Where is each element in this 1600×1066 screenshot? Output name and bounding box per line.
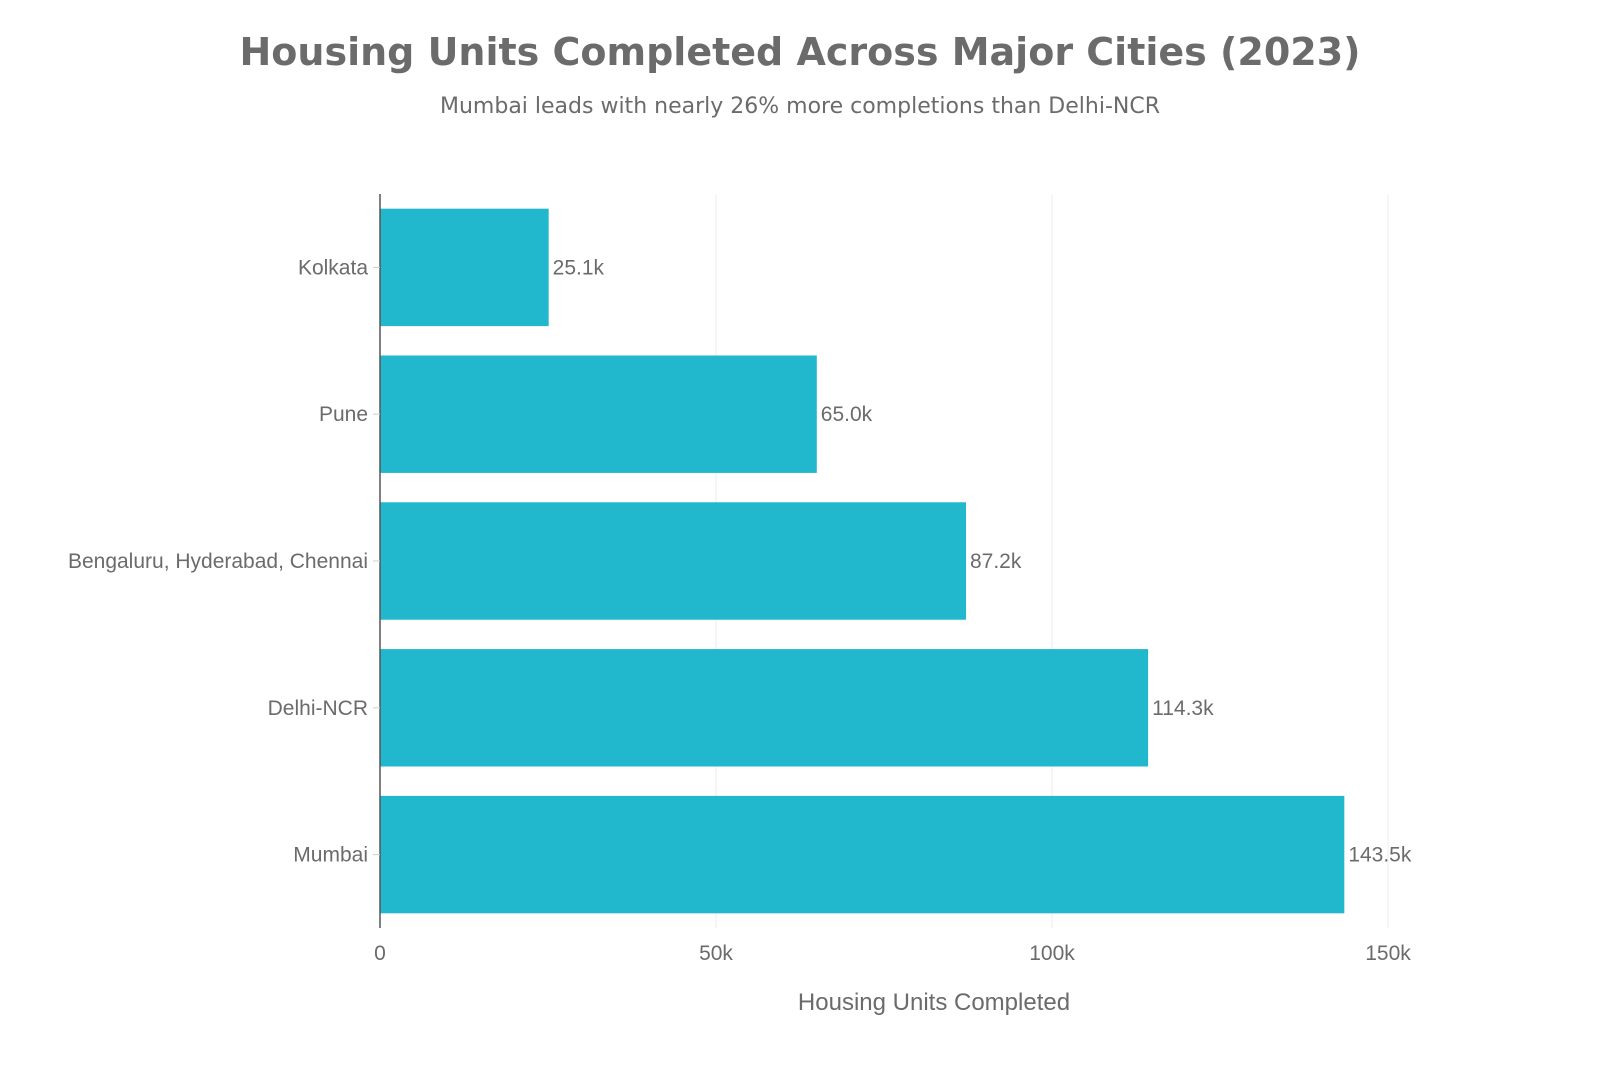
category-label: Bengaluru, Hyderabad, Chennai <box>68 550 368 573</box>
x-tick-label: 100k <box>1029 942 1075 965</box>
label-layer: 0 50k 100k 150k Kolkata 25.1k Pune 65.0k Bengalu… <box>68 256 1412 965</box>
value-label: 114.3k <box>1152 697 1214 720</box>
bar <box>380 795 1345 914</box>
bar-layer <box>380 208 1345 914</box>
x-axis-title: Housing Units Completed <box>798 989 1070 1016</box>
bar <box>380 502 966 620</box>
x-tick-label: 0 <box>374 942 386 965</box>
value-label: 25.1k <box>553 256 605 279</box>
chart-subtitle: Mumbai leads with nearly 26% more comple… <box>440 94 1160 119</box>
category-label: Delhi-NCR <box>268 697 368 720</box>
bar <box>380 649 1149 767</box>
x-tick-label: 150k <box>1365 942 1411 965</box>
value-label: 87.2k <box>970 550 1022 573</box>
value-label: 143.5k <box>1348 844 1412 867</box>
chart-title: Housing Units Completed Across Major Cit… <box>239 30 1361 74</box>
bar <box>380 208 549 327</box>
category-label: Pune <box>319 403 368 426</box>
category-label: Kolkata <box>298 256 368 279</box>
category-label: Mumbai <box>293 844 368 867</box>
value-label: 65.0k <box>821 403 873 426</box>
bar <box>380 355 817 473</box>
x-tick-label: 50k <box>699 942 733 965</box>
